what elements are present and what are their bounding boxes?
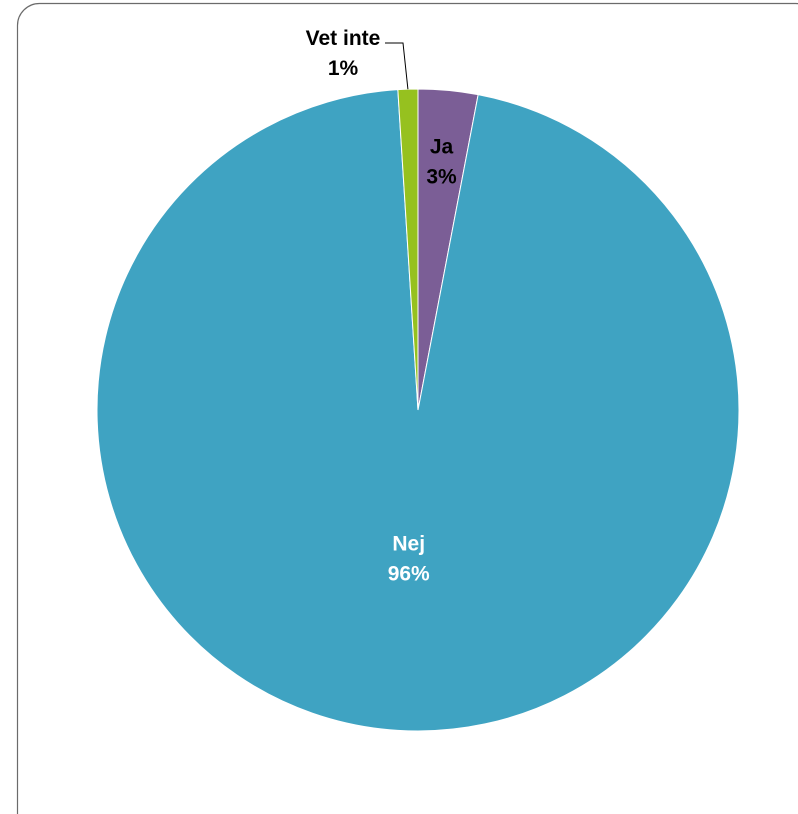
pie-labels: Ja 3% Nej 96% Vet inte 1% bbox=[306, 27, 457, 585]
data-label-category: Vet inte bbox=[306, 27, 381, 50]
pie-slices bbox=[96, 88, 740, 732]
data-label-ja: Ja 3% bbox=[426, 136, 457, 189]
data-label-nej: Nej 96% bbox=[388, 532, 430, 585]
data-label-vet-inte: Vet inte 1% bbox=[306, 27, 381, 80]
data-label-percent: 96% bbox=[388, 562, 430, 585]
pie-slice-nej bbox=[96, 89, 740, 732]
data-label-category: Ja bbox=[430, 136, 454, 159]
data-label-percent: 1% bbox=[328, 57, 359, 80]
data-label-category: Nej bbox=[392, 532, 425, 555]
data-label-percent: 3% bbox=[426, 166, 457, 189]
leader-line-vet-inte bbox=[385, 42, 409, 90]
